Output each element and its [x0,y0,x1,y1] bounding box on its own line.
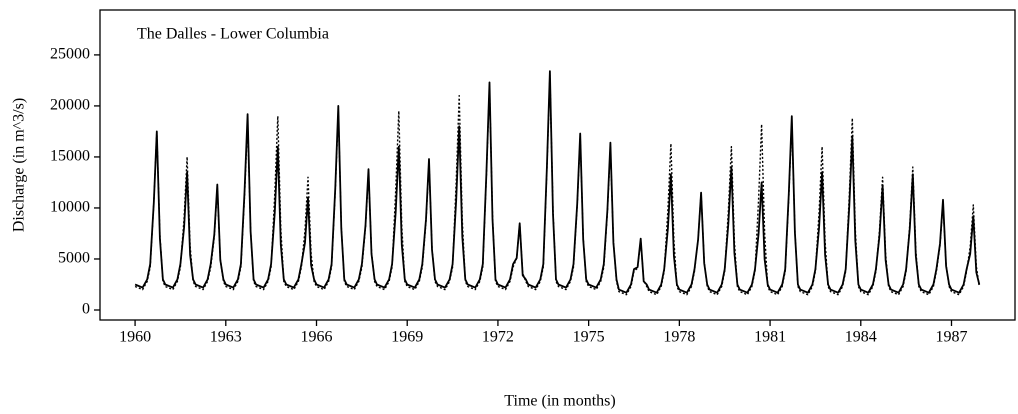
series-line [134,70,981,294]
series-line [134,74,980,296]
x-tick-label: 1984 [845,329,877,346]
x-tick-label: 1978 [663,329,695,346]
x-tick-label: 1981 [754,329,786,346]
y-tick-label: 15000 [50,148,90,165]
y-tick-label: 20000 [50,97,90,114]
y-tick-label: 25000 [50,46,90,63]
plot-frame [99,9,1016,321]
y-tick-label: 0 [82,301,90,318]
x-tick-label: 1975 [573,329,605,346]
x-tick-label: 1960 [119,329,151,346]
x-axis-label: Time (in months) [504,393,615,410]
y-tick-label: 10000 [50,199,90,216]
y-axis-label: Discharge (in m^3/s) [11,98,28,232]
x-tick-label: 1966 [301,329,333,346]
x-tick-label: 1963 [210,329,242,346]
x-tick-label: 1969 [391,329,423,346]
y-tick-label: 5000 [58,250,90,267]
x-tick-label: 1972 [482,329,514,346]
x-tick-label: 1987 [936,329,968,346]
chart-title: The Dalles - Lower Columbia [137,26,329,43]
